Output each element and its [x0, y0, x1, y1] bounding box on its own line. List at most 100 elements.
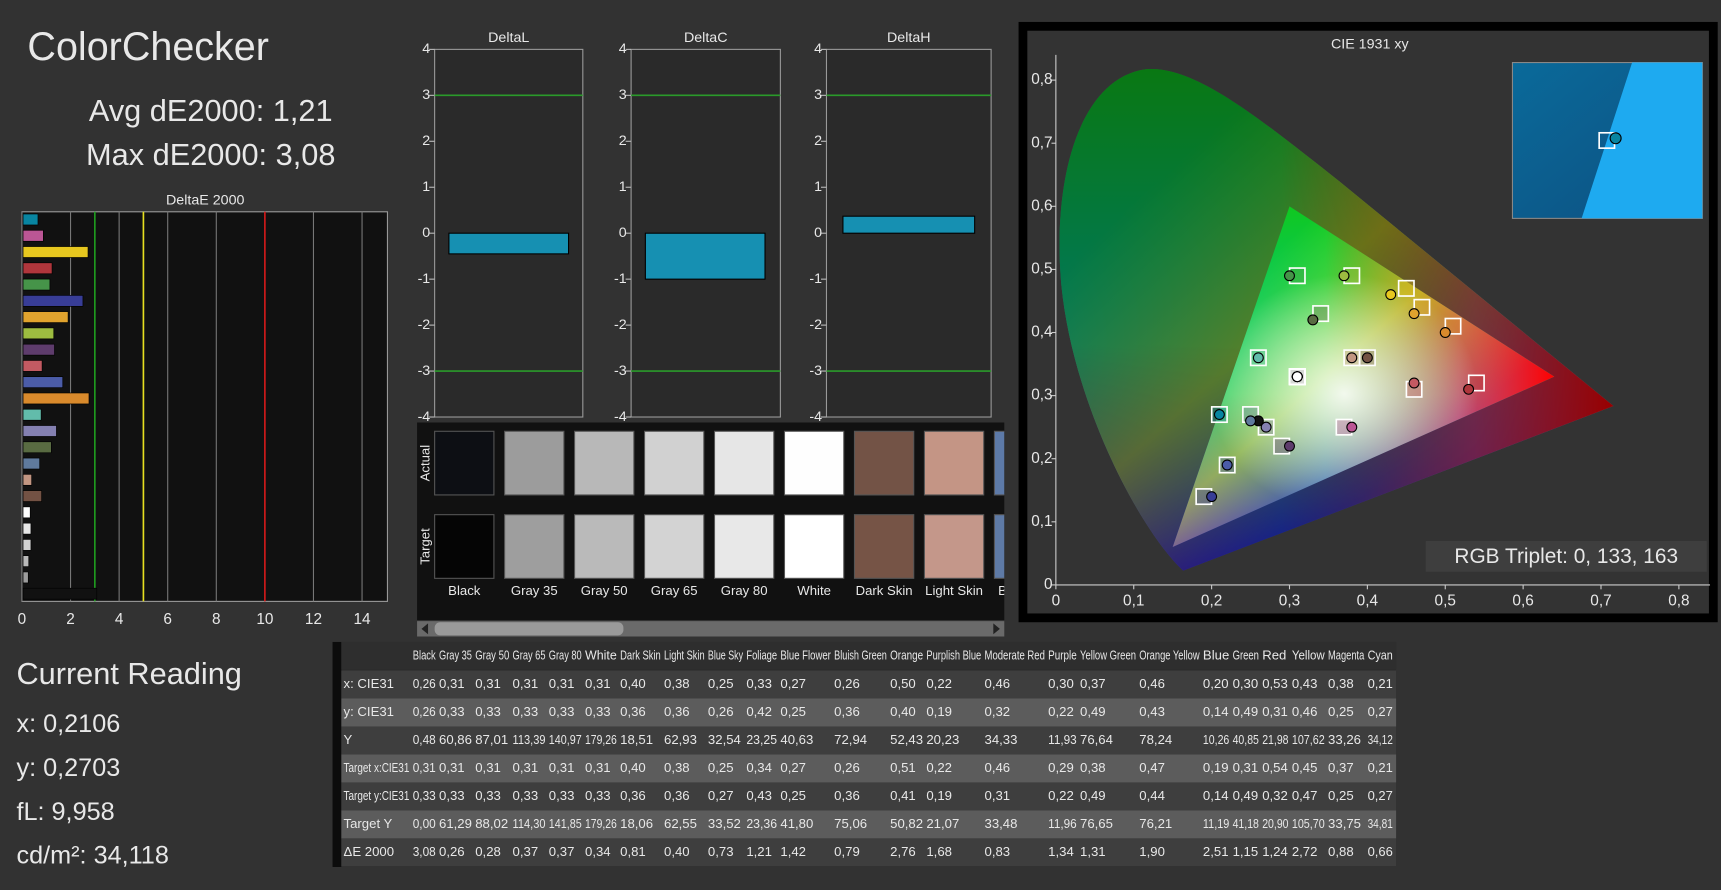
table-cell: 88,02	[475, 816, 508, 831]
chart-title: DeltaH	[887, 30, 931, 46]
bar	[448, 232, 570, 255]
measured-point	[1346, 421, 1358, 433]
table-cell: 0,51	[890, 760, 916, 775]
table-cell: 0,33	[439, 704, 465, 719]
bar	[22, 246, 89, 258]
table-cell: 0,31	[413, 760, 436, 775]
y-tick-label: 4	[619, 41, 627, 57]
measured-point	[1463, 383, 1475, 395]
table-cell: 33,26	[1328, 732, 1361, 747]
x-tick-label: 8	[212, 611, 221, 628]
table-row	[341, 670, 1397, 699]
table-cell: 0,27	[708, 788, 734, 803]
max-de: Max dE2000: 3,08	[86, 137, 335, 172]
table-cell: 0,38	[664, 676, 690, 691]
table-cell: 20,90	[1262, 816, 1288, 831]
table-cell: 41,80	[780, 816, 813, 831]
y-tick-label: -2	[418, 317, 431, 333]
scrollbar-thumb[interactable]	[434, 622, 624, 636]
table-cell: 87,01	[475, 732, 508, 747]
table-cell: 0,44	[1139, 788, 1165, 803]
avg-de: Avg dE2000: 1,21	[89, 93, 333, 128]
actual-swatch	[574, 430, 635, 496]
table-cell: 105,70	[1292, 816, 1325, 831]
y-tick-label: 0,3	[1031, 387, 1052, 404]
table-cell: 1,90	[1139, 844, 1165, 859]
table-cell: 0,38	[664, 760, 690, 775]
y-tick-label: 3	[814, 87, 822, 103]
table-row	[341, 782, 1397, 811]
y-tick-label: -2	[809, 317, 822, 333]
table-cell: 0,26	[834, 676, 860, 691]
row-label: ΔE 2000	[344, 844, 395, 859]
table-cell: 0,25	[708, 676, 734, 691]
table-cell: 113,39	[513, 732, 546, 747]
table-row	[341, 698, 1397, 727]
table-cell: 0,54	[1262, 760, 1288, 775]
table-cell: 18,06	[620, 816, 653, 831]
table-cell: 0,25	[780, 704, 806, 719]
column-header: Purple	[1048, 648, 1077, 663]
table-cell: 0,40	[890, 704, 916, 719]
y-tick-label: 2	[619, 133, 627, 149]
table-cell: 61,29	[439, 816, 472, 831]
row-label: y: CIE31	[344, 704, 394, 719]
table-cell: 0,31	[439, 760, 465, 775]
y-tick-label: 0	[814, 225, 822, 241]
bar	[644, 232, 766, 280]
table-cell: 72,94	[834, 732, 867, 747]
table-cell: 0,32	[985, 704, 1011, 719]
table-cell: 0,22	[1048, 704, 1074, 719]
x-tick-label: 0,6	[1512, 592, 1533, 609]
table-cell: 0,38	[1080, 760, 1106, 775]
table-cell: 62,93	[664, 732, 697, 747]
bar	[22, 376, 64, 389]
table-cell: 50,82	[890, 816, 923, 831]
bar	[22, 360, 43, 372]
table-cell: 0,43	[1292, 676, 1318, 691]
x-tick-label: 0,2	[1201, 592, 1222, 609]
table-cell: 0,53	[1262, 676, 1288, 691]
y-tick-label: 0,2	[1031, 450, 1052, 467]
table-cell: 1,24	[1262, 844, 1288, 859]
table-cell: 0,26	[413, 676, 436, 691]
column-header: Blue Flower	[780, 648, 831, 663]
row-label: Target x:CIE31	[344, 760, 410, 775]
bar	[22, 506, 31, 519]
column-header: Blue Sky	[708, 648, 743, 663]
table-cell: 140,97	[549, 732, 582, 747]
row-label: Y	[344, 732, 353, 747]
actual-swatch	[644, 430, 705, 496]
reading-cd: cd/m²: 34,118	[16, 842, 168, 870]
measured-point	[1291, 371, 1303, 383]
table-cell: 0,22	[926, 760, 952, 775]
bar	[22, 392, 90, 405]
table-cell: 0,19	[1203, 760, 1229, 775]
table-cell: 52,43	[890, 732, 923, 747]
measured-point	[1221, 459, 1233, 471]
measured-point	[1252, 352, 1264, 364]
table-cell: 33,48	[985, 816, 1018, 831]
x-tick-label: 10	[256, 611, 273, 628]
measured-point	[1338, 270, 1350, 282]
target-swatch	[923, 514, 985, 579]
table-cell: 0,22	[1048, 788, 1074, 803]
target-swatch	[993, 514, 1005, 579]
measured-point	[1408, 377, 1420, 389]
table-cell: 114,30	[513, 816, 546, 831]
table-cell: 40,63	[780, 732, 813, 747]
triplet-box	[1425, 541, 1707, 572]
table-cell: 60,86	[439, 732, 472, 747]
measured-point	[1307, 314, 1319, 326]
actual-swatch	[713, 430, 775, 496]
reading-y: y: 0,2703	[16, 754, 120, 782]
table-cell: 0,40	[620, 760, 646, 775]
table-cell: 0,33	[439, 788, 465, 803]
bar	[22, 425, 57, 437]
y-tick-label: 0,1	[1031, 513, 1052, 530]
measured-point	[1206, 491, 1218, 503]
table-cell: 20,23	[926, 732, 959, 747]
table-cell: 0,30	[1048, 676, 1074, 691]
chart-title: DeltaL	[488, 30, 529, 46]
